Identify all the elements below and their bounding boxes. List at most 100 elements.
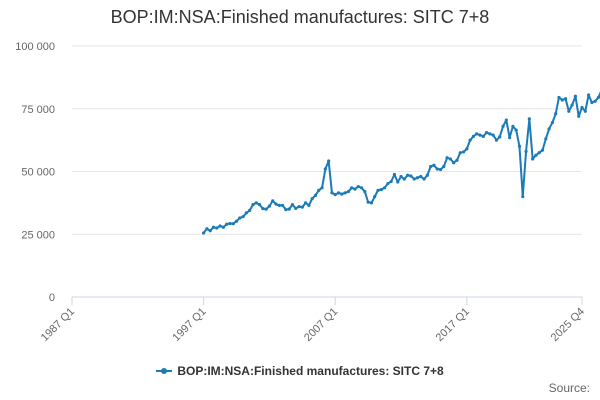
series-group[interactable] <box>202 88 600 235</box>
data-point <box>280 203 285 207</box>
data-point <box>208 229 212 233</box>
data-point <box>567 109 571 113</box>
data-point <box>521 195 525 199</box>
data-point <box>468 138 472 142</box>
data-point <box>471 134 476 138</box>
data-point <box>527 117 531 121</box>
data-point <box>544 137 548 141</box>
data-point <box>491 133 495 137</box>
data-point <box>254 201 258 205</box>
data-point <box>218 224 222 228</box>
x-tick-label: 2025 Q4 <box>549 306 587 344</box>
legend-label: BOP:IM:NSA:Finished manufactures: SITC 7… <box>177 364 444 378</box>
data-point <box>238 216 242 220</box>
data-point <box>386 181 390 186</box>
data-point <box>452 161 456 165</box>
data-point <box>508 136 512 140</box>
data-point <box>438 167 443 172</box>
legend[interactable]: BOP:IM:NSA:Finished manufactures: SITC 7… <box>0 364 600 378</box>
data-point <box>346 189 350 194</box>
data-point <box>225 222 229 226</box>
data-point <box>267 204 272 208</box>
data-point <box>475 132 479 136</box>
data-point <box>205 227 209 231</box>
data-point <box>402 177 406 181</box>
legend-swatch <box>156 367 173 374</box>
data-point <box>554 112 558 116</box>
data-point <box>221 225 225 229</box>
data-point <box>577 114 581 118</box>
data-point <box>353 187 357 191</box>
data-point <box>274 202 278 206</box>
data-point <box>202 231 206 235</box>
data-point <box>406 173 410 177</box>
data-point <box>583 109 587 113</box>
data-point <box>317 188 321 192</box>
data-point <box>465 147 469 151</box>
data-point <box>356 184 360 189</box>
data-point <box>435 167 439 171</box>
x-axis-ticks: 1987 Q1 1997 Q1 2007 Q1 2017 Q1 2025 Q4 <box>39 297 587 344</box>
data-point <box>461 150 466 154</box>
data-point <box>228 221 232 226</box>
data-point <box>448 157 452 161</box>
data-point <box>432 163 436 167</box>
data-point <box>531 157 535 161</box>
data-point <box>455 158 459 162</box>
data-point <box>412 177 416 181</box>
y-tick-label: 50 000 <box>21 167 55 179</box>
data-point <box>590 100 594 105</box>
data-point <box>277 203 281 207</box>
data-point <box>396 180 400 184</box>
data-point <box>484 130 489 135</box>
data-point <box>442 164 446 169</box>
data-point <box>517 144 522 148</box>
data-point <box>596 95 600 100</box>
data-point <box>297 205 301 209</box>
data-point <box>478 133 482 137</box>
y-tick-label: 25 000 <box>21 229 55 241</box>
data-point <box>304 201 308 205</box>
x-tick-label: 1987 Q1 <box>39 306 77 344</box>
data-point <box>504 118 508 122</box>
data-point <box>547 127 551 131</box>
data-point <box>211 225 216 229</box>
data-point <box>310 197 314 201</box>
data-point <box>586 93 591 97</box>
data-point <box>501 124 505 128</box>
source-label: Source: <box>548 381 590 395</box>
data-point <box>563 97 568 101</box>
y-axis-ticks: 0 25 000 50 000 75 000 100 000 <box>15 41 55 304</box>
data-point <box>284 208 288 212</box>
data-point <box>244 211 248 215</box>
data-point <box>215 226 219 230</box>
series-line <box>202 91 600 234</box>
data-point <box>343 191 347 195</box>
data-point <box>359 186 364 190</box>
data-point <box>366 200 370 204</box>
data-point <box>481 134 485 138</box>
data-point <box>323 167 327 171</box>
data-point <box>458 151 462 155</box>
data-point <box>330 191 334 195</box>
data-point <box>494 138 499 142</box>
data-point <box>300 205 304 209</box>
data-point <box>231 222 235 226</box>
data-point <box>363 189 367 194</box>
data-point <box>422 177 426 181</box>
data-point <box>445 156 449 160</box>
data-point <box>534 153 538 157</box>
data-point <box>557 95 561 100</box>
data-point <box>241 215 245 219</box>
data-point <box>294 206 298 210</box>
data-point <box>580 105 584 110</box>
data-point <box>537 151 541 155</box>
data-point <box>313 193 318 197</box>
data-point <box>399 174 403 179</box>
data-point <box>248 208 252 213</box>
data-point <box>573 94 578 98</box>
data-point <box>488 132 492 136</box>
data-point <box>307 203 311 207</box>
data-point <box>257 203 262 207</box>
x-tick-label: 1997 Q1 <box>170 306 208 344</box>
